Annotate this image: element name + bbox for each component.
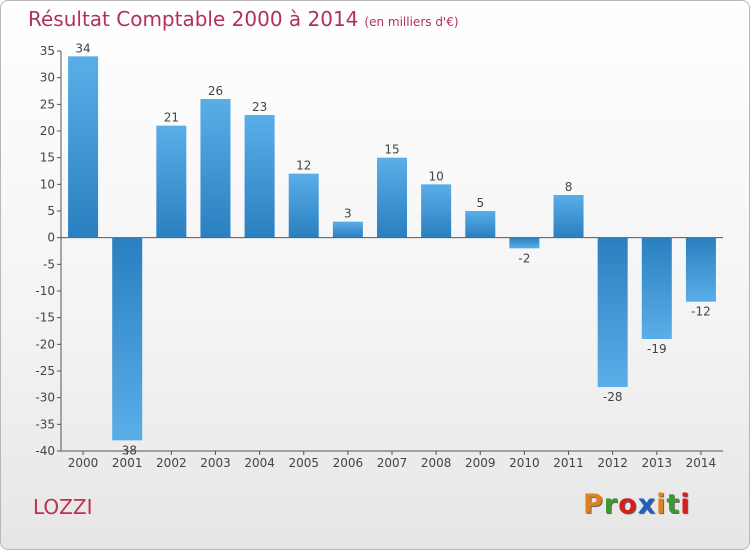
y-tick-label: 10: [40, 177, 55, 191]
bar-2007: [376, 157, 408, 238]
y-tick-label: 5: [47, 204, 55, 218]
y-tick-label: -20: [35, 337, 55, 351]
x-tick-label: 2011: [553, 456, 584, 470]
data-label: 10: [428, 169, 443, 183]
data-label: -19: [647, 342, 667, 356]
chart-title-text: Résultat Comptable 2000 à 2014: [28, 7, 359, 31]
logo-letter: P: [583, 489, 604, 520]
x-tick-label: 2010: [509, 456, 540, 470]
bar-2004: [244, 115, 275, 238]
logo-letter: o: [618, 489, 638, 520]
logo-letter: t: [666, 489, 681, 520]
data-label: 15: [384, 143, 399, 157]
bar-2010: [509, 237, 540, 249]
bar-2005: [288, 173, 319, 238]
x-tick-label: 2014: [686, 456, 717, 470]
chart-subtitle: (en milliers d'€): [364, 15, 459, 29]
bar-2008: [421, 184, 452, 238]
bar-2013: [641, 237, 672, 339]
bar-2001: [112, 237, 143, 441]
bar-2012: [597, 237, 628, 387]
logo-letter: r: [603, 489, 619, 520]
x-tick-label: 2007: [377, 456, 408, 470]
x-tick-label: 2000: [68, 456, 99, 470]
proxiti-logo: Proxiti: [583, 489, 691, 520]
x-tick-label: 2001: [112, 456, 143, 470]
x-tick-label: 2005: [288, 456, 319, 470]
data-label: 34: [75, 41, 90, 55]
data-label: -28: [603, 390, 623, 404]
x-tick-label: 2004: [244, 456, 275, 470]
x-tick-label: 2013: [642, 456, 673, 470]
data-label: 3: [344, 207, 352, 221]
data-label: -38: [117, 443, 137, 457]
y-tick-label: -40: [35, 444, 55, 458]
y-tick-label: -25: [35, 364, 55, 378]
x-tick-label: 2006: [333, 456, 364, 470]
x-tick-label: 2008: [421, 456, 452, 470]
data-label: 8: [565, 180, 573, 194]
bar-2000: [68, 56, 99, 238]
y-tick-label: -10: [35, 284, 55, 298]
chart-bars: [68, 56, 716, 441]
bar-2014: [685, 237, 716, 302]
data-label: 23: [252, 100, 267, 114]
y-tick-label: -30: [35, 391, 55, 405]
y-tick-label: 20: [40, 124, 55, 138]
data-label: 5: [476, 196, 484, 210]
logo-letter: i: [680, 489, 691, 520]
bar-2006: [332, 221, 363, 238]
bar-2009: [465, 211, 496, 238]
bar-2011: [553, 195, 584, 238]
commune-name: LOZZI: [33, 495, 93, 519]
y-tick-label: 35: [40, 44, 55, 58]
logo-letter: i: [656, 489, 667, 520]
logo-letter: x: [637, 489, 657, 520]
chart-axes: 35302520151050-5-10-15-20-25-30-35-40200…: [35, 44, 723, 470]
x-tick-label: 2012: [597, 456, 628, 470]
x-tick-label: 2009: [465, 456, 496, 470]
data-label: 26: [208, 84, 223, 98]
data-label: -12: [691, 305, 711, 319]
y-tick-label: 0: [47, 231, 55, 245]
chart-title: Résultat Comptable 2000 à 2014 (en millie…: [28, 7, 459, 31]
data-label: -2: [518, 251, 530, 265]
y-tick-label: -35: [35, 417, 55, 431]
x-tick-label: 2003: [200, 456, 231, 470]
data-label: 21: [164, 111, 179, 125]
y-tick-label: -15: [35, 311, 55, 325]
bar-2002: [156, 125, 187, 238]
data-label: 12: [296, 159, 311, 173]
bar-2003: [200, 99, 231, 238]
y-tick-label: -5: [43, 257, 55, 271]
y-tick-label: 15: [40, 151, 55, 165]
y-tick-label: 30: [40, 71, 55, 85]
y-tick-label: 25: [40, 97, 55, 111]
x-tick-label: 2002: [156, 456, 187, 470]
